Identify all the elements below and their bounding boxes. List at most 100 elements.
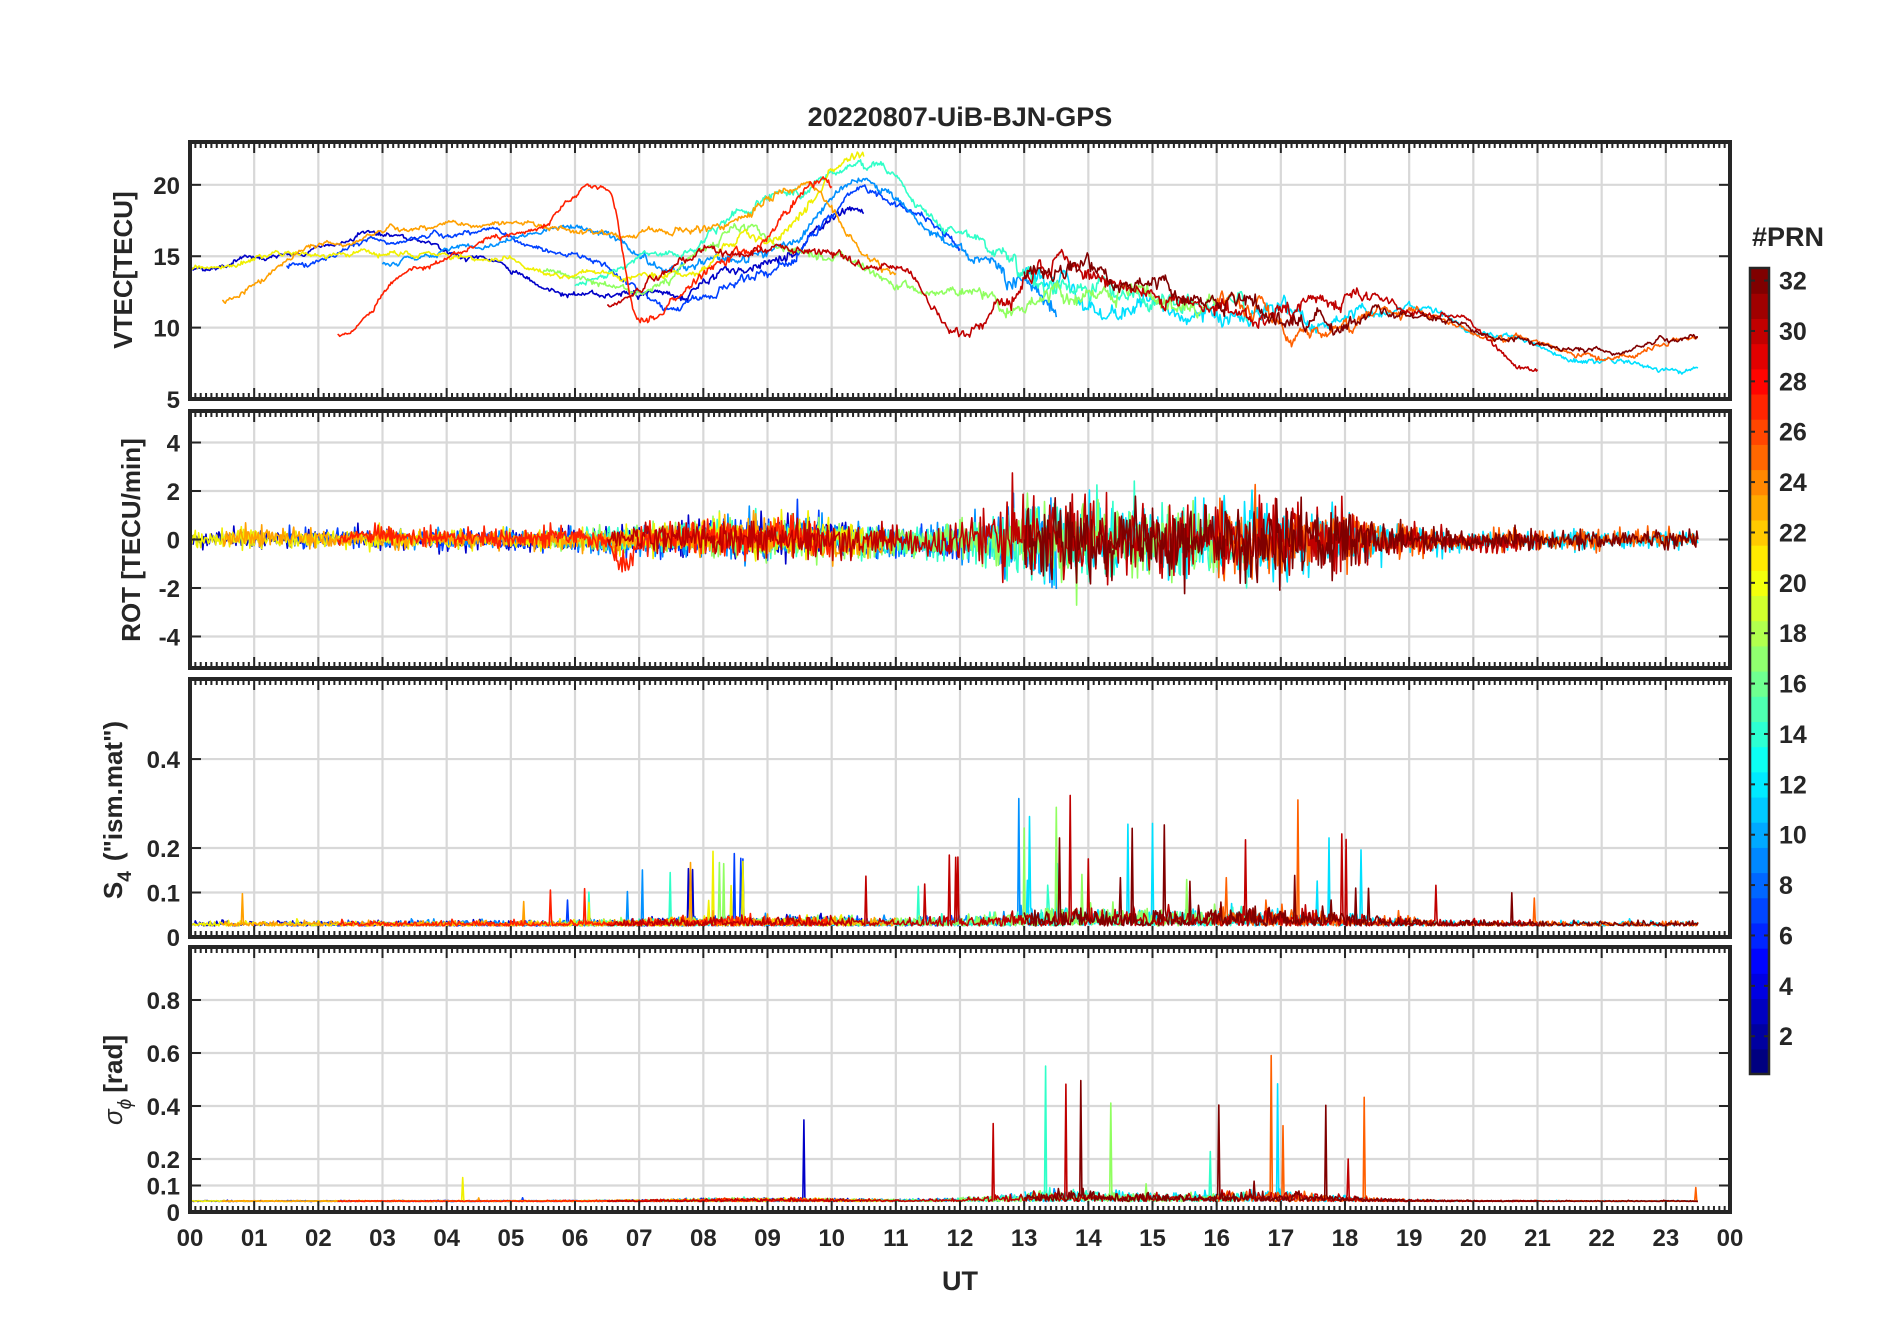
vtec-line-prn-2: [190, 206, 865, 303]
x-tick-label: 02: [305, 1225, 332, 1252]
colorbar-tick-label: 14: [1779, 721, 1807, 749]
x-tick-label: 09: [754, 1225, 781, 1252]
colorbar-band: [1750, 393, 1769, 420]
colorbar-band: [1750, 545, 1769, 571]
x-axis-label: UT: [942, 1266, 978, 1296]
colorbar-tick-label: 12: [1779, 771, 1807, 799]
x-tick-label: 08: [690, 1225, 717, 1252]
rot-tick-marks: [189, 411, 1731, 668]
x-tick-label: 20: [1460, 1225, 1487, 1252]
colorbar-tick-label: 16: [1779, 671, 1807, 699]
x-tick-label: 16: [1203, 1225, 1230, 1252]
colorbar-band: [1750, 1023, 1769, 1050]
colorbar-band: [1750, 570, 1769, 597]
y-tick-label: 0.6: [147, 1041, 180, 1068]
x-tick-label: 11: [883, 1225, 908, 1252]
sigma-gridlines: [190, 947, 1730, 1214]
colorbar-band: [1750, 595, 1769, 622]
s4-line-prn-5: [285, 852, 961, 927]
colorbar-tick-label: 2: [1779, 1023, 1793, 1051]
colorbar-band: [1750, 897, 1769, 924]
colorbar-tick-label: 4: [1779, 973, 1793, 1001]
vtec-line-prn-27: [337, 176, 833, 338]
x-tick-label: 05: [497, 1225, 524, 1252]
colorbar-band: [1750, 368, 1769, 395]
colorbar-tick-label: 26: [1779, 419, 1807, 447]
s4-y-axis-label: S4 ("ism.mat"): [98, 721, 136, 899]
vtec-line-prn-17: [542, 223, 1218, 319]
colorbar-band: [1750, 847, 1769, 874]
chart-title: 20220807-UiB-BJN-GPS: [808, 102, 1113, 132]
y-tick-label: 0.4: [147, 747, 181, 774]
colorbar-band: [1750, 620, 1769, 647]
sigma-line-prn-15: [574, 1065, 1250, 1203]
colorbar-tick-label: 28: [1779, 368, 1807, 396]
colorbar-frame: [1748, 266, 1771, 1076]
colorbar-band: [1750, 494, 1769, 521]
y-tick-label: -2: [159, 576, 180, 603]
colorbar-tick-label: 30: [1779, 318, 1807, 346]
x-tick-label: 04: [433, 1225, 460, 1252]
colorbar-band: [1750, 948, 1769, 974]
x-tick-label: 22: [1588, 1225, 1615, 1252]
colorbar-band: [1750, 671, 1769, 697]
vtec-y-tick-labels: 5 10 15 20: [153, 173, 180, 414]
colorbar-title: #PRN: [1752, 222, 1824, 252]
sigma-series-lines: [190, 1054, 1699, 1203]
x-tick-label: 00: [1717, 1225, 1744, 1252]
y-tick-label: 20: [153, 173, 180, 200]
x-tick-label: 15: [1139, 1225, 1166, 1252]
vtec-series-lines: [190, 151, 1699, 375]
y-tick-label: 2: [167, 479, 180, 506]
sigma-line-prn-2: [190, 1119, 864, 1203]
s4-label-main: S: [98, 882, 128, 899]
y-tick-label: 10: [153, 316, 180, 343]
colorbar-band: [1750, 419, 1769, 445]
colorbar-band: [1750, 973, 1769, 1000]
sigma-line-prn-30: [607, 1083, 1538, 1203]
y-tick-label: 0.1: [147, 881, 180, 908]
vtec-line-prn-15: [574, 159, 1250, 322]
y-tick-label: 0.4: [147, 1094, 181, 1121]
s4-line-prn-32: [1023, 824, 1699, 927]
colorbar-tick-label: 22: [1779, 519, 1807, 547]
sigma-line-prn-20: [190, 1176, 864, 1203]
colorbar-band: [1750, 268, 1769, 294]
y-tick-label: 0: [167, 1200, 180, 1227]
s4-panel: 0 0.1 0.2 0.4 S4 ("ism.mat"): [98, 677, 1732, 952]
x-tick-label: 19: [1396, 1225, 1423, 1252]
x-tick-label: 13: [1011, 1225, 1038, 1252]
vtec-y-axis-label: VTEC[TECU]: [108, 191, 138, 348]
colorbar-band: [1750, 293, 1769, 319]
vtec-line-prn-32: [1023, 252, 1698, 356]
s4-line-prn-25: [1215, 799, 1699, 927]
rot-series-lines: [190, 472, 1699, 606]
colorbar-band: [1750, 696, 1769, 722]
y-tick-label: 15: [153, 244, 180, 271]
rot-line-prn-32: [1023, 495, 1699, 595]
vtec-line-prn-23: [222, 180, 897, 305]
sigma-label-sub: ϕ: [115, 1099, 136, 1110]
colorbar-tick-label: 18: [1779, 620, 1807, 648]
colorbar-band: [1750, 922, 1769, 949]
sigma-line-prn-12: [1023, 1083, 1699, 1203]
vtec-line-prn-20: [190, 151, 865, 282]
colorbar-tick-label: 32: [1779, 268, 1807, 296]
colorbar-band: [1750, 519, 1769, 546]
colorbar-band: [1750, 469, 1769, 496]
s4-label-sub: 4: [115, 871, 136, 882]
y-tick-label: 0.8: [147, 988, 180, 1015]
sigma-line-prn-27: [337, 1197, 832, 1203]
colorbar-bands: [1750, 268, 1769, 1075]
y-tick-label: 0.1: [147, 1174, 180, 1201]
x-tick-label: 23: [1652, 1225, 1679, 1252]
x-tick-label: 14: [1075, 1225, 1102, 1252]
vtec-line-prn-5: [286, 184, 961, 312]
sigma-y-axis-label: σϕ [rad]: [98, 1035, 136, 1125]
x-tick-label: 01: [241, 1225, 268, 1252]
colorbar-band: [1750, 645, 1769, 672]
sigma-panel: 00.10.2 0.4 0.6 0.8 σϕ [rad]: [98, 945, 1732, 1227]
y-tick-label: 0: [167, 528, 180, 555]
